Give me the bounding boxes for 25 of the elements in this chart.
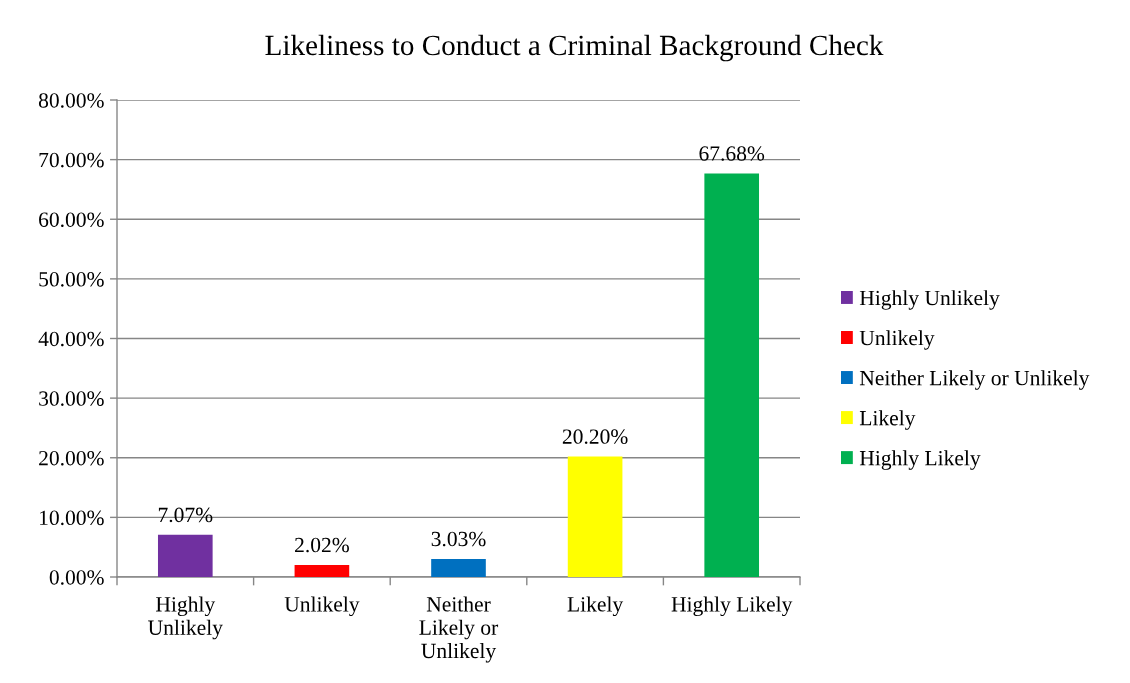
x-tick-label: Likely [567, 596, 624, 617]
y-tick-label: 50.00% [39, 272, 104, 287]
legend-label: Unlikely [859, 330, 935, 350]
x-tick-label: Neither Likely or Unlikely [419, 596, 499, 663]
y-tick-label: 30.00% [39, 391, 104, 406]
y-tick-label: 10.00% [40, 510, 104, 526]
y-tick-label: 60.00% [39, 212, 104, 228]
chart-title: Likeliness to Conduct a Criminal Background Check [265, 34, 884, 62]
data-label: 67.68% [699, 146, 765, 161]
y-tick-label: 20.00% [39, 450, 104, 466]
x-tick-label: Unlikely [284, 596, 360, 617]
legend-label: Likely [859, 410, 916, 430]
data-label: 3.03% [431, 531, 486, 547]
y-tick-label: 40.00% [38, 331, 104, 347]
y-tick-label: 0.00% [49, 570, 104, 585]
x-tick-label: Highly Unlikely [148, 596, 223, 640]
data-label: 2.02% [295, 537, 349, 553]
legend-label: Highly Unlikely [859, 290, 1000, 310]
x-tick-label: Highly Likely [671, 596, 793, 617]
y-tick-label: 70.00% [39, 152, 104, 168]
legend-label: Highly Likely [859, 450, 981, 470]
y-tick-label: 80.00% [38, 93, 104, 108]
legend-label: Neither Likely or Unlikely [859, 370, 1090, 390]
data-label: 20.20% [562, 429, 628, 444]
data-label: 7.07% [158, 507, 213, 523]
